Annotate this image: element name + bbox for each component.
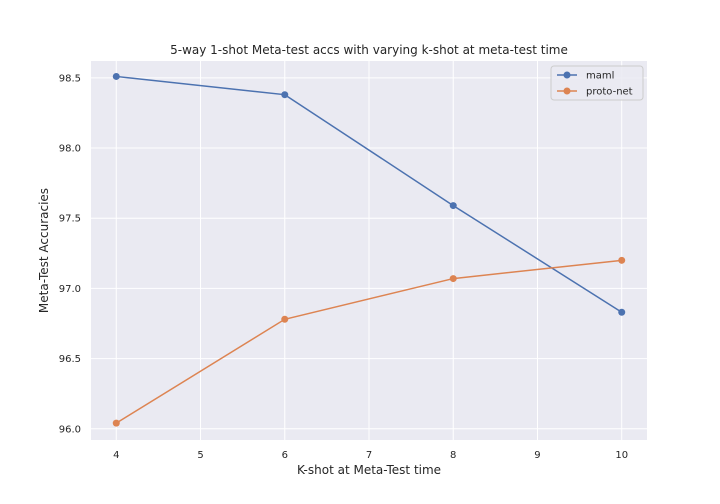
- series-layer: [112, 72, 626, 427]
- y-tick-label: 98.0: [59, 144, 81, 155]
- series-proto-net: [112, 256, 626, 427]
- legend: maml proto-net: [550, 65, 644, 101]
- legend-item-maml: maml: [557, 71, 614, 82]
- series-line-maml: [116, 75, 623, 313]
- legend-label: maml: [586, 71, 614, 82]
- x-axis-title: K-shot at Meta-Test time: [297, 463, 441, 477]
- y-tick-label: 96.0: [59, 424, 81, 435]
- x-tick-labels: 4 5 6 7 8 9 10: [113, 450, 628, 461]
- y-tick-labels: 96.0 96.5 97.0 97.5 98.0 98.5: [59, 73, 81, 435]
- data-point-proto-net: [281, 315, 289, 323]
- data-point-maml: [449, 202, 457, 210]
- series-maml: [112, 72, 626, 316]
- legend-item-proto-net: proto-net: [557, 87, 633, 98]
- legend-label: proto-net: [586, 87, 633, 98]
- legend-swatch-marker: [563, 87, 571, 95]
- y-tick-label: 97.5: [59, 214, 81, 225]
- x-tick-label: 6: [282, 450, 288, 461]
- data-point-proto-net: [112, 419, 120, 427]
- x-tick-label: 8: [450, 450, 456, 461]
- x-tick-label: 7: [366, 450, 372, 461]
- data-point-proto-net: [618, 256, 626, 264]
- x-tick-label: 4: [113, 450, 119, 461]
- x-tick-label: 5: [197, 450, 203, 461]
- chart-title: 5-way 1-shot Meta-test accs with varying…: [170, 43, 568, 57]
- x-tick-label: 9: [534, 450, 540, 461]
- x-tick-label: 10: [615, 450, 628, 461]
- series-line-proto-net: [115, 259, 622, 424]
- y-tick-label: 98.5: [59, 73, 81, 84]
- grid: [91, 61, 647, 440]
- data-point-maml: [618, 308, 626, 316]
- y-axis-title: Meta-Test Accuracies: [37, 188, 51, 313]
- data-point-maml: [281, 91, 289, 99]
- data-point-proto-net: [449, 275, 457, 283]
- y-tick-label: 97.0: [59, 284, 81, 295]
- legend-swatch-marker: [563, 71, 571, 79]
- y-tick-label: 96.5: [59, 354, 81, 365]
- data-point-maml: [112, 72, 120, 80]
